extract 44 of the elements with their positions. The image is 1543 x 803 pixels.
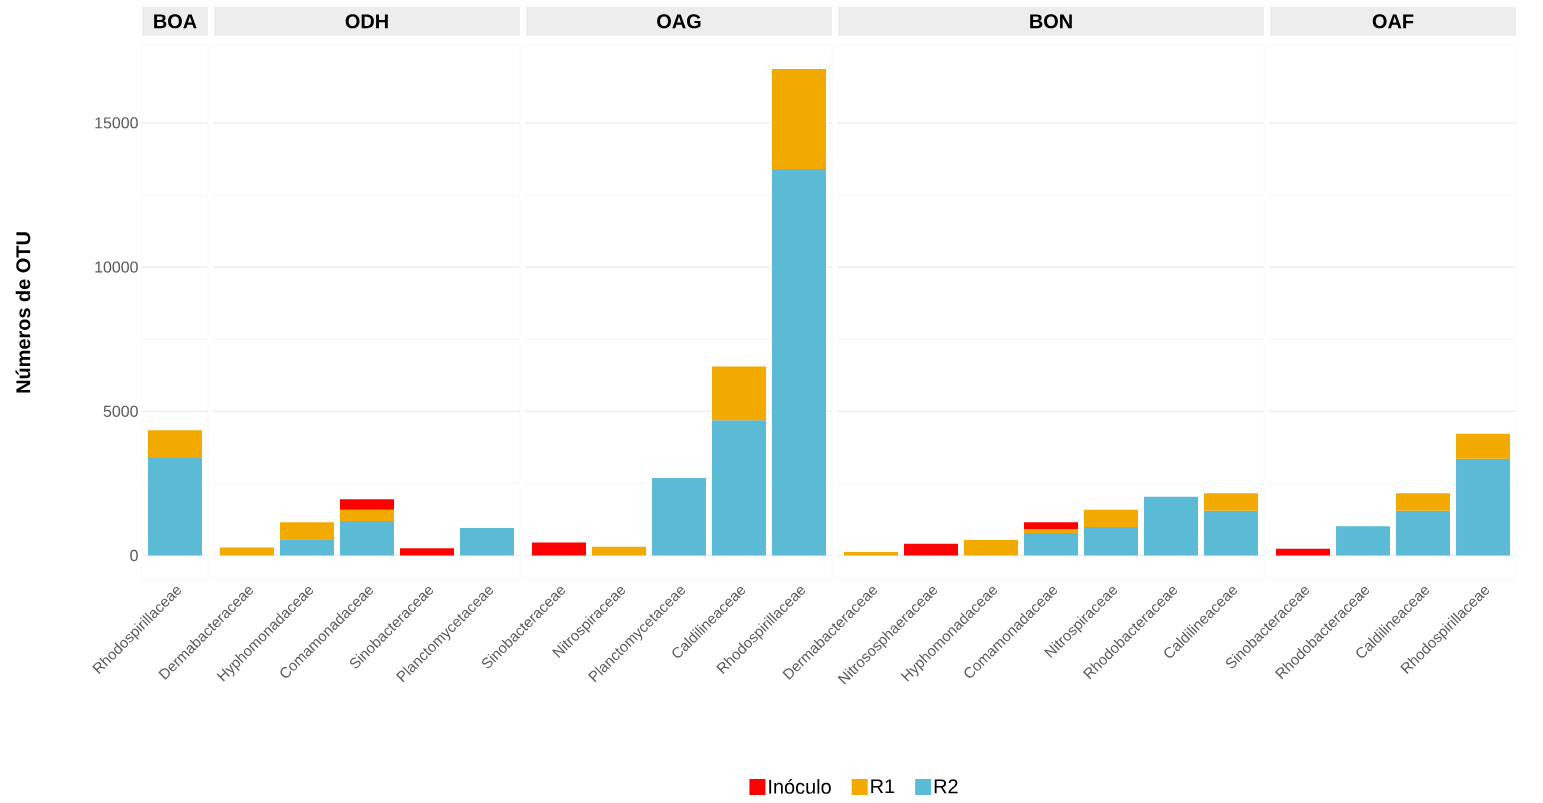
bar (1024, 522, 1079, 529)
bar (1024, 528, 1079, 533)
bar (340, 509, 394, 521)
bar (220, 547, 274, 556)
bar (340, 520, 394, 556)
chart-title: ODH (345, 14, 388, 29)
bar (712, 366, 767, 421)
y-axis-title: Números de OTU (15, 232, 31, 393)
bar (1396, 510, 1451, 556)
bar (1024, 532, 1079, 556)
bar (280, 522, 334, 540)
legend-label: R2 (934, 779, 958, 794)
bar (964, 539, 1019, 556)
bar (772, 68, 827, 170)
bar (340, 499, 394, 510)
chart-title: BOA (154, 14, 197, 29)
bar (712, 420, 767, 556)
y-tick-label: 5000 (103, 405, 138, 417)
legend-label: Inóculo (769, 778, 831, 794)
bar (1396, 493, 1451, 511)
bar (1144, 496, 1199, 556)
bar (1204, 493, 1259, 511)
bar (772, 169, 827, 556)
bar (652, 477, 707, 556)
bar (1276, 548, 1331, 556)
bar (532, 542, 587, 556)
bar (904, 543, 959, 556)
bar (400, 548, 454, 556)
bar (280, 539, 334, 556)
y-tick-label: 10000 (95, 261, 138, 273)
bar (1084, 509, 1139, 527)
chart-title: OAG (657, 14, 701, 29)
bar (1336, 526, 1391, 556)
bar (460, 528, 514, 556)
bar (1456, 458, 1511, 556)
chart-title: OAF (1372, 14, 1414, 29)
bar (1456, 433, 1511, 459)
chart-title: BON (1030, 14, 1072, 29)
legend-label: R1 (871, 779, 895, 794)
y-tick-label: 15000 (95, 117, 138, 129)
bar (1204, 510, 1259, 556)
y-tick-label: 0 (130, 549, 138, 562)
bar (592, 546, 647, 556)
bar (1084, 526, 1139, 556)
